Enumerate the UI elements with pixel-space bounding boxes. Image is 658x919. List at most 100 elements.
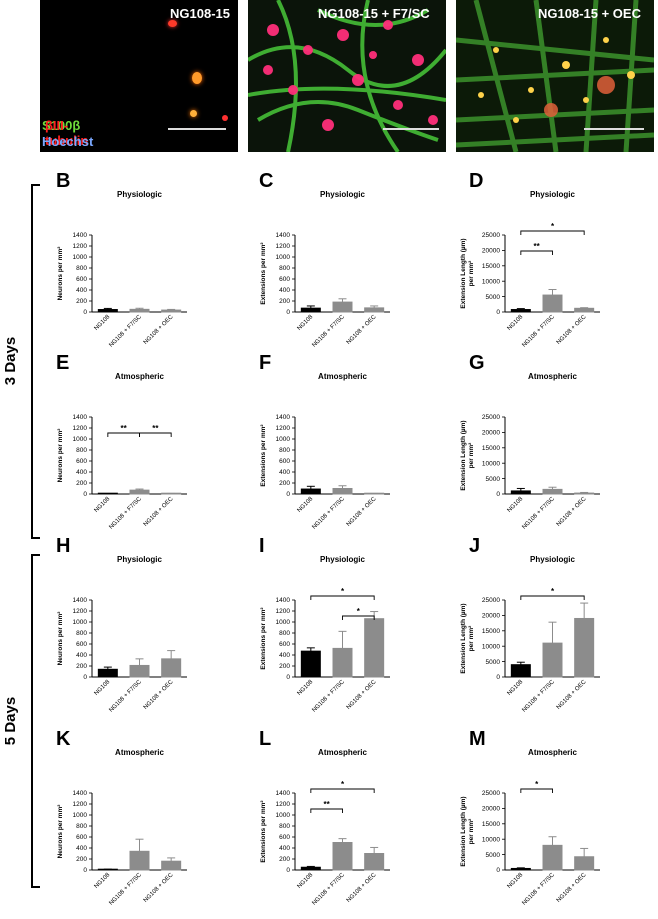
x-tick-label: NG108 xyxy=(94,496,112,514)
x-tick-label: NG108 + OEC xyxy=(346,496,378,528)
bar-ng108 xyxy=(300,866,321,871)
x-tick-label: NG108 + OEC xyxy=(556,496,588,528)
x-tick-label: NG108 xyxy=(507,679,525,697)
y-tick-label: 400 xyxy=(279,287,290,294)
x-tick-label: NG108 xyxy=(297,872,315,890)
cell-texture xyxy=(248,0,446,152)
y-tick-label: 1000 xyxy=(73,812,88,819)
y-axis-label: Extensions per mm² xyxy=(260,800,267,863)
y-tick-label: 200 xyxy=(76,298,87,305)
y-tick-label: 1400 xyxy=(276,597,291,604)
chart-title: Physiologic xyxy=(530,190,575,199)
y-axis-label: per mm² xyxy=(468,818,475,844)
y-tick-label: 200 xyxy=(76,663,87,670)
y-tick-label: 25000 xyxy=(482,414,500,421)
x-tick-label: NG108 + OEC xyxy=(556,872,588,904)
y-tick-label: 600 xyxy=(279,834,290,841)
scale-bar xyxy=(383,128,439,130)
y-axis-label: Extension Length (µm) xyxy=(460,796,467,866)
y-tick-label: 1200 xyxy=(276,425,291,432)
group-label: 3 Days xyxy=(2,337,19,385)
chart-title: Physiologic xyxy=(117,190,162,199)
y-tick-label: 600 xyxy=(76,458,87,465)
x-tick-label: NG108 + OEC xyxy=(143,496,175,528)
y-tick-label: 0 xyxy=(286,491,290,498)
group-bracket xyxy=(31,184,40,539)
micrograph-ng108 xyxy=(40,0,238,152)
bar-ng108-f7-sc xyxy=(542,294,563,313)
bar-ng108 xyxy=(300,488,321,495)
y-axis-label: per mm² xyxy=(468,442,475,468)
chart-title: Atmospheric xyxy=(115,748,164,757)
y-tick-label: 0 xyxy=(286,309,290,316)
group-bracket xyxy=(31,554,40,888)
bar-ng108-f7-sc xyxy=(332,842,353,871)
y-tick-label: 1400 xyxy=(73,232,88,239)
y-axis-label: per mm² xyxy=(468,260,475,286)
panel-letter: K xyxy=(56,728,71,750)
x-tick-label: NG108 + F7/SC xyxy=(311,679,346,714)
chart-title: Physiologic xyxy=(530,555,575,564)
y-tick-label: 600 xyxy=(279,641,290,648)
panel-letter-a: A xyxy=(10,8,31,39)
micrograph-ng108-f7sc xyxy=(248,0,446,152)
x-tick-label: NG108 + F7/SC xyxy=(311,496,346,531)
bar-ng108-f7-sc xyxy=(542,844,563,871)
y-axis-label: Extensions per mm² xyxy=(260,607,267,670)
y-tick-label: 25000 xyxy=(482,232,500,239)
y-tick-label: 1000 xyxy=(276,812,291,819)
bar-ng108 xyxy=(510,867,531,871)
y-tick-label: 1200 xyxy=(73,243,88,250)
x-tick-label: NG108 xyxy=(507,496,525,514)
y-tick-label: 5000 xyxy=(486,476,501,483)
panel-letter: C xyxy=(259,170,273,192)
bar-ng108-f7-sc xyxy=(332,301,353,313)
significance-label: * xyxy=(551,587,555,596)
x-tick-label: NG108 + F7/SC xyxy=(521,872,556,907)
y-tick-label: 400 xyxy=(279,652,290,659)
bar-ng108-oec xyxy=(364,853,385,871)
y-tick-label: 400 xyxy=(76,652,87,659)
significance-bracket xyxy=(520,250,553,255)
chart-title: Physiologic xyxy=(320,555,365,564)
y-tick-label: 400 xyxy=(279,845,290,852)
y-tick-label: 1400 xyxy=(73,414,88,421)
y-tick-label: 600 xyxy=(279,276,290,283)
y-tick-label: 800 xyxy=(76,823,87,830)
micrograph-label-1: NG108-15 xyxy=(170,6,230,21)
x-tick-label: NG108 + OEC xyxy=(346,872,378,904)
panel-letter: J xyxy=(469,535,480,557)
bar-ng108-f7-sc xyxy=(542,642,563,678)
group-label: 5 Days xyxy=(2,697,19,745)
y-tick-label: 200 xyxy=(279,856,290,863)
bar-ng108-f7-sc xyxy=(332,647,353,678)
bar-ng108 xyxy=(300,650,321,678)
y-tick-label: 800 xyxy=(279,823,290,830)
y-tick-label: 400 xyxy=(76,469,87,476)
y-tick-label: 1200 xyxy=(276,608,291,615)
x-tick-label: NG108 + OEC xyxy=(556,679,588,711)
significance-label: ** xyxy=(121,424,128,433)
significance-label: * xyxy=(357,607,361,616)
chart-title: Physiologic xyxy=(117,555,162,564)
y-tick-label: 400 xyxy=(279,469,290,476)
y-tick-label: 25000 xyxy=(482,790,500,797)
y-tick-label: 5000 xyxy=(486,659,501,666)
significance-bracket xyxy=(107,432,140,437)
significance-bracket xyxy=(520,230,585,235)
x-tick-label: NG108 + F7/SC xyxy=(521,314,556,349)
y-tick-label: 1400 xyxy=(73,790,88,797)
x-tick-label: NG108 xyxy=(507,314,525,332)
y-tick-label: 200 xyxy=(76,856,87,863)
x-tick-label: NG108 + F7/SC xyxy=(108,679,143,714)
panel-letter: F xyxy=(259,352,271,374)
significance-label: * xyxy=(341,780,345,789)
y-axis-label: per mm² xyxy=(468,625,475,651)
y-tick-label: 600 xyxy=(279,458,290,465)
panel-letter: I xyxy=(259,535,265,557)
y-tick-label: 20000 xyxy=(482,430,500,437)
y-axis-label: Extension Length (µm) xyxy=(460,238,467,308)
x-tick-label: NG108 + OEC xyxy=(143,679,175,711)
y-tick-label: 0 xyxy=(496,867,500,874)
